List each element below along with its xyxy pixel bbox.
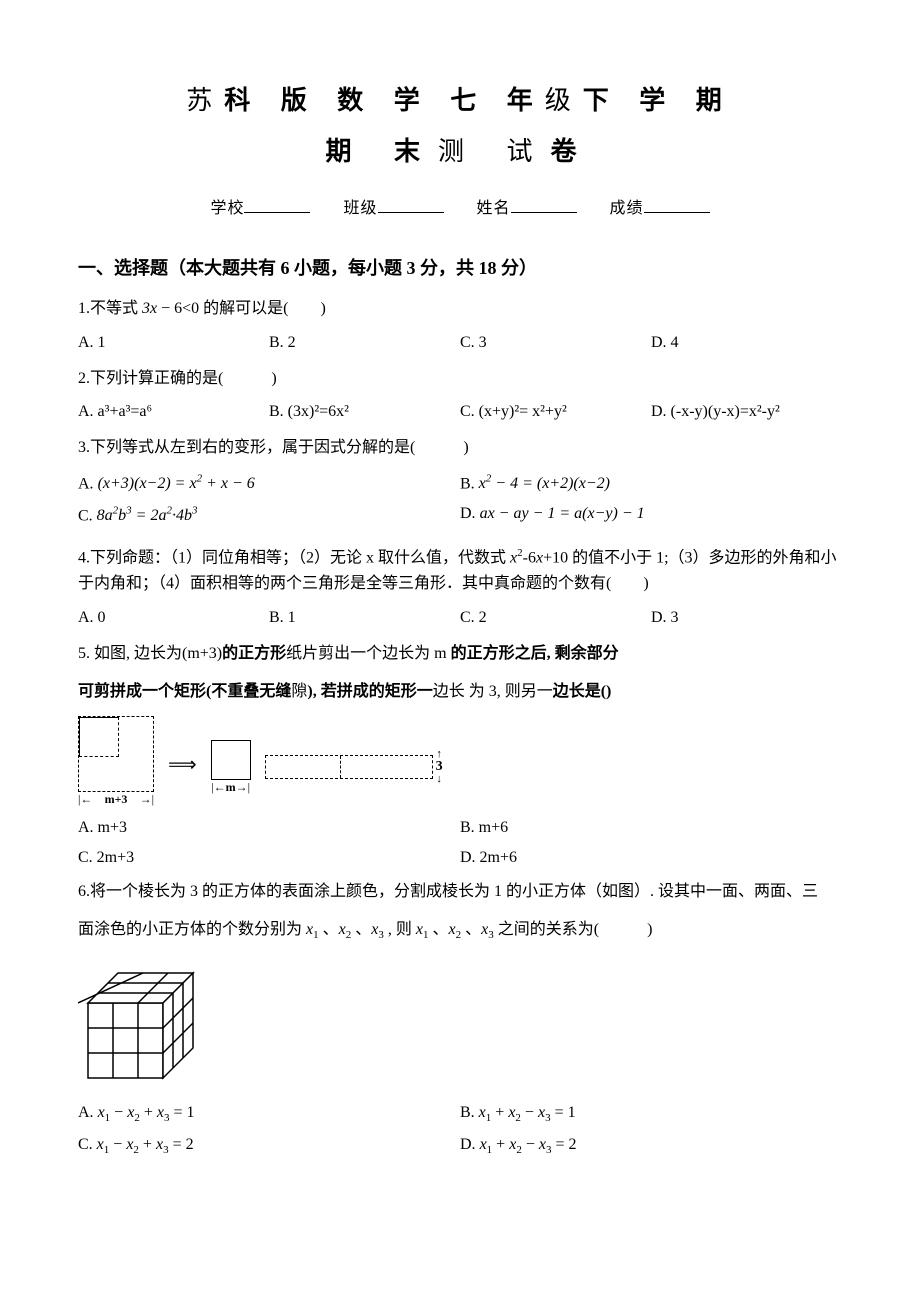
q5-options: A. m+3 B. m+6 C. 2m+3 D. 2m+6 [78,819,842,879]
q6-opt-b: B. x1 + x2 − x3 = 1 [460,1104,842,1124]
q2-text: 2.下列计算正确的是( ) [78,366,842,392]
q5-opt-a: A. m+3 [78,819,460,837]
q5-rectangle [265,755,433,779]
q3-opt-b: B. x2 − 4 = (x+2)(x−2) [460,473,842,493]
q4-opt-b: B. 1 [269,609,460,627]
q1-opt-b: B. 2 [269,334,460,352]
q2-opt-a: A. a³+a³=a⁶ [78,403,269,421]
q5-line2: 可剪拼成一个矩形(不重叠无缝隙), 若拼成的矩形一边长 为 3, 则另一边长是(… [78,679,842,705]
info-line: 学校 班级 姓名 成绩 [78,194,842,218]
section-heading: 一、选择题（本大题共有 6 小题，每小题 3 分，共 18 分） [78,254,842,280]
cube-diagram [78,963,208,1083]
main-title: 苏科 版 数 学 七 年级下 学 期 [78,80,842,117]
q3-text: 3.下列等式从左到右的变形，属于因式分解的是( ) [78,435,842,461]
q4-opt-d: D. 3 [651,609,842,627]
q4-text: 4.下列命题：（1）同位角相等；（2）无论 x 取什么值，代数式 x2-6x+1… [78,545,842,597]
q4-opt-a: A. 0 [78,609,269,627]
q6-text-1: 6.将一个棱长为 3 的正方体的表面涂上颜色，分割成棱长为 1 的小正方体（如图… [78,879,842,905]
q4-opt-c: C. 2 [460,609,651,627]
info-name-label: 姓名 [477,200,511,217]
q3-options: A. (x+3)(x−2) = x2 + x − 6 B. x2 − 4 = (… [78,473,842,538]
q2-opt-d: D. (-x-y)(y-x)=x²-y² [651,403,842,421]
q5-big-square [78,716,154,792]
info-school-label: 学校 [210,200,244,217]
q5-line1: 5. 如图, 边长为(m+3)的正方形纸片剪出一个边长为 m 的正方形之后, 剩… [78,641,842,667]
q1-opt-a: A. 1 [78,334,269,352]
q2-opt-c: C. (x+y)²= x²+y² [460,403,651,421]
q1-opt-d: D. 4 [651,334,842,352]
info-class-label: 班级 [343,200,377,217]
q3-opt-d: D. ax − ay − 1 = a(x−y) − 1 [460,505,842,525]
q3-opt-c: C. 8a2b3 = 2a2·4b3 [78,505,460,525]
q1-opt-c: C. 3 [460,334,651,352]
subtitle: 期 末测 试卷 [78,131,842,168]
q5-opt-b: B. m+6 [460,819,842,837]
q5-height-label: ↑3↓ [436,749,443,785]
q5-diagram: |←m+3→| ⟹ |←m→| ↑3↓ [78,716,842,807]
info-score-label: 成绩 [610,200,644,217]
q6-opt-c: C. x1 − x2 + x3 = 2 [78,1136,460,1156]
q1-options: A. 1 B. 2 C. 3 D. 4 [78,334,842,352]
q5-opt-c: C. 2m+3 [78,849,460,867]
q5-opt-d: D. 2m+6 [460,849,842,867]
arrow-icon: ⟹ [168,752,197,777]
q6-opt-d: D. x1 + x2 − x3 = 2 [460,1136,842,1156]
q6-opt-a: A. x1 − x2 + x3 = 1 [78,1104,460,1124]
q2-options: A. a³+a³=a⁶ B. (3x)²=6x² C. (x+y)²= x²+y… [78,403,842,421]
q1-text: 1.不等式 3x − 6<0 的解可以是( ) [78,296,842,322]
q6-text-2: 面涂色的小正方体的个数分别为 x1 、x2 、x3 , 则 x1 、x2 、x3… [78,917,842,945]
q5-small-square [211,740,251,780]
q6-options: A. x1 − x2 + x3 = 1 B. x1 + x2 − x3 = 1 … [78,1104,842,1168]
q3-opt-a: A. (x+3)(x−2) = x2 + x − 6 [78,473,460,493]
q4-options: A. 0 B. 1 C. 2 D. 3 [78,609,842,627]
q2-opt-b: B. (3x)²=6x² [269,403,460,421]
